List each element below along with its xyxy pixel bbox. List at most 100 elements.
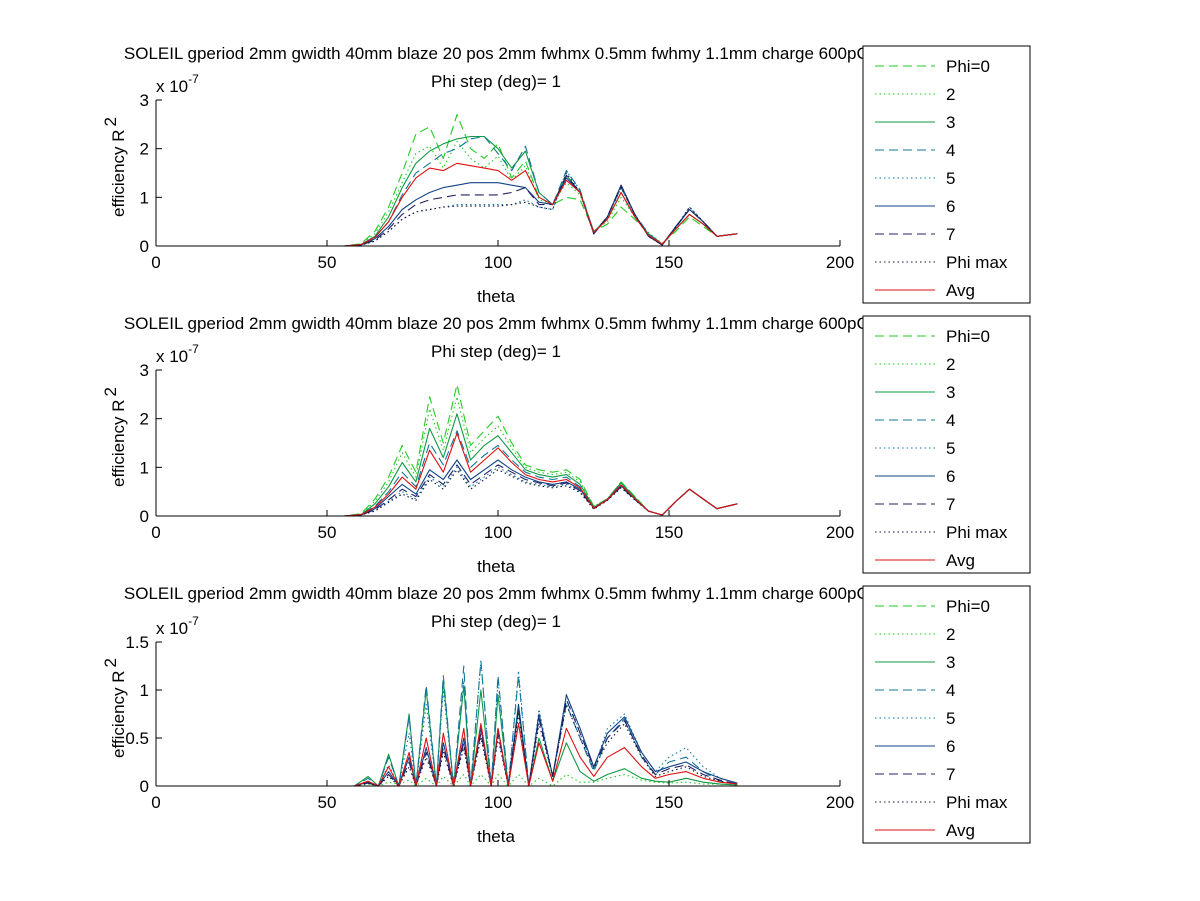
series-line-1 [224, 384, 738, 517]
y-tick-label: 3 [140, 361, 149, 380]
chart-panel-3: 0 50 100 150 200 0 0.5 1 1.5 x 10-7 theta efficienc… [101, 584, 1031, 846]
series-line-8 [224, 703, 738, 787]
y-multiplier: x 10-7 [156, 72, 199, 96]
y-tick-label: 1 [140, 458, 149, 477]
series-line-6 [224, 694, 738, 787]
legend-entry-label: Phi=0 [946, 597, 990, 616]
y-axis-label-superscript: 2 [101, 117, 120, 126]
y-multiplier: x 10-7 [156, 342, 199, 366]
x-tick-label: 150 [655, 793, 683, 812]
x-tick-label: 100 [484, 523, 512, 542]
legend-entry-label: 4 [946, 681, 955, 700]
legend-entry-label: 3 [946, 113, 955, 132]
y-multiplier: x 10-7 [156, 614, 199, 638]
y-multiplier-exponent: -7 [188, 614, 199, 628]
y-tick-label: 0 [140, 777, 149, 796]
y-multiplier-exponent: -7 [188, 342, 199, 356]
legend-entry-label: 7 [946, 765, 955, 784]
series-line-2 [224, 773, 738, 787]
y-tick-label: 1 [140, 188, 149, 207]
legend-box [862, 585, 1031, 844]
chart-subtitle: Phi step (deg)= 1 [431, 612, 561, 631]
chart-panel-1: 0 50 100 150 200 0 1 2 3 x 10-7 theta efficiency R 2… [101, 44, 1031, 306]
series-line-4 [224, 430, 738, 517]
x-tick-label: 200 [826, 523, 854, 542]
y-multiplier-exponent: -7 [188, 72, 199, 86]
legend-entry-label: 7 [946, 225, 955, 244]
legend-entry-label: Phi max [946, 793, 1008, 812]
legend-box [862, 315, 1031, 574]
legend-entry-label: Avg [946, 821, 975, 840]
y-multiplier-base: x 10 [156, 619, 188, 638]
legend-entry-label: 2 [946, 85, 955, 104]
legend-entry-label: Phi max [946, 523, 1008, 542]
legend-entry-label: 5 [946, 439, 955, 458]
series-line-4 [224, 660, 738, 787]
legend-entry-label: 2 [946, 625, 955, 644]
y-axis-label: efficiency R 2 [101, 117, 128, 217]
series-line-4 [224, 135, 738, 247]
legend-entry-label: 7 [946, 495, 955, 514]
chart-panel-2: 0 50 100 150 200 0 1 2 3 x 10-7 theta efficiency R 2… [101, 314, 1031, 576]
chart-title: SOLEIL gperiod 2mm gwidth 40mm blaze 20 … [124, 314, 966, 333]
x-tick-label: 100 [484, 793, 512, 812]
chart-subtitle: Phi step (deg)= 1 [431, 72, 561, 91]
legend-entry-label: 3 [946, 653, 955, 672]
x-tick-label: 50 [318, 523, 337, 542]
y-tick-label: 1 [140, 681, 149, 700]
legend-entry-label: Phi max [946, 253, 1008, 272]
chart-title: SOLEIL gperiod 2mm gwidth 40mm blaze 20 … [124, 44, 966, 63]
series-line-8 [224, 172, 738, 247]
chart-title: SOLEIL gperiod 2mm gwidth 40mm blaze 20 … [124, 584, 966, 603]
y-axis-label-text: efficiency R [109, 399, 128, 487]
series-line-9 [224, 432, 738, 517]
series-line-6 [224, 177, 738, 247]
chart-subtitle: Phi step (deg)= 1 [431, 342, 561, 361]
x-axis-label: theta [477, 287, 515, 306]
legend-entry-label: 2 [946, 355, 955, 374]
legend-entry-label: Phi=0 [946, 57, 990, 76]
series-line-3 [224, 135, 738, 247]
x-tick-label: 0 [151, 793, 160, 812]
x-tick-label: 150 [655, 253, 683, 272]
legend-entry-label: 6 [946, 467, 955, 486]
y-tick-label: 2 [140, 140, 149, 159]
series-line-5 [224, 170, 738, 247]
legend-box [862, 45, 1031, 304]
x-tick-label: 200 [826, 793, 854, 812]
series-line-9 [224, 723, 738, 787]
y-axis-label-text: efficiency R [109, 129, 128, 217]
series-line-5 [224, 466, 738, 517]
y-axis-label: efficiency R 2 [101, 658, 128, 758]
x-axis-label: theta [477, 827, 515, 846]
series-line-2 [224, 396, 738, 517]
y-tick-label: 0.5 [125, 729, 149, 748]
y-axis-label-superscript: 2 [101, 658, 120, 667]
y-axis-label: efficiency R 2 [101, 387, 128, 487]
legend-entry-label: Avg [946, 281, 975, 300]
series-line-6 [224, 459, 738, 517]
series-line-2 [224, 140, 738, 247]
y-axis-label-text: efficiency R [109, 670, 128, 758]
legend-entry-label: 4 [946, 141, 955, 160]
legend-entry-label: Phi=0 [946, 327, 990, 346]
series-line-1 [224, 114, 738, 247]
y-tick-label: 2 [140, 410, 149, 429]
y-multiplier-base: x 10 [156, 77, 188, 96]
x-tick-label: 0 [151, 253, 160, 272]
series-line-3 [224, 413, 738, 517]
series-line-9 [224, 162, 738, 247]
x-tick-label: 200 [826, 253, 854, 272]
x-tick-label: 100 [484, 253, 512, 272]
legend-entry-label: 3 [946, 383, 955, 402]
legend-entry-label: 5 [946, 169, 955, 188]
y-tick-label: 1.5 [125, 633, 149, 652]
legend-entry-label: Avg [946, 551, 975, 570]
series-line-8 [224, 469, 738, 517]
legend-entry-label: 5 [946, 709, 955, 728]
series-line-7 [224, 699, 738, 787]
y-tick-label: 0 [140, 237, 149, 256]
legend-entry-label: 6 [946, 197, 955, 216]
x-axis-label: theta [477, 557, 515, 576]
legend-entry-label: 4 [946, 411, 955, 430]
